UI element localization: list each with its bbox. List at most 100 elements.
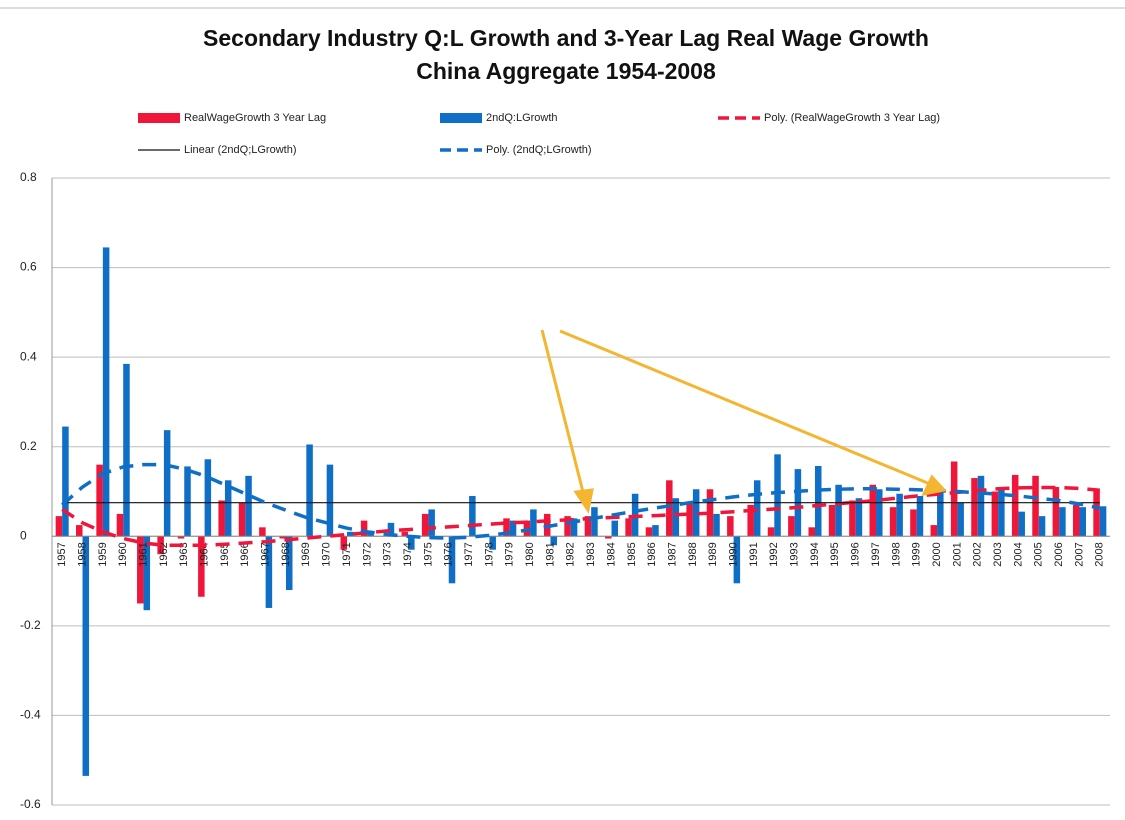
bar — [991, 491, 999, 537]
bar — [605, 536, 612, 539]
bar — [137, 536, 144, 604]
x-tick-label: 1979 — [504, 542, 516, 566]
y-tick-label: 0.2 — [20, 439, 37, 453]
bar — [855, 498, 863, 537]
arrow-head — [573, 488, 594, 514]
x-tick-label: 1982 — [565, 542, 577, 566]
x-tick-label: 1992 — [768, 542, 780, 566]
bar — [1072, 504, 1080, 537]
x-tick-label: 2007 — [1073, 542, 1085, 566]
bar — [387, 522, 395, 537]
bar — [584, 516, 592, 537]
bar — [326, 464, 334, 537]
bar — [1059, 507, 1066, 537]
x-tick-label: 1968 — [280, 542, 292, 566]
bar — [666, 480, 673, 537]
bar — [692, 489, 700, 537]
legend-swatch — [440, 113, 482, 123]
bar — [102, 247, 110, 537]
x-tick-label: 1990 — [728, 542, 740, 566]
x-tick-label: 1964 — [199, 542, 211, 566]
x-tick-label: 2005 — [1033, 542, 1045, 566]
bar — [238, 502, 246, 537]
bar — [625, 518, 632, 537]
bar — [686, 502, 693, 537]
x-tick-label: 1974 — [402, 542, 414, 566]
bar — [265, 536, 273, 608]
bar — [306, 444, 313, 537]
x-tick-label: 1963 — [178, 542, 190, 566]
x-tick-label: 1966 — [239, 542, 251, 566]
bar — [184, 466, 191, 537]
trend-line — [61, 485, 1100, 547]
arrow — [559, 329, 931, 486]
x-tick-label: 1986 — [646, 542, 658, 566]
bar — [849, 500, 856, 537]
legend-label: Poly. (2ndQ;LGrowth) — [486, 144, 592, 156]
bar — [157, 536, 164, 555]
bar — [1011, 474, 1019, 537]
bar — [916, 495, 924, 537]
x-tick-label: 1957 — [56, 542, 68, 566]
x-tick-label: 1971 — [341, 542, 353, 566]
bar — [82, 536, 90, 776]
bar — [570, 518, 578, 537]
bar — [1093, 489, 1100, 537]
bar — [448, 536, 456, 584]
bar — [998, 489, 1005, 537]
bar — [489, 536, 496, 550]
bar — [727, 516, 734, 537]
bar — [930, 525, 938, 537]
bar — [950, 461, 958, 537]
bar — [788, 516, 795, 537]
bar — [408, 536, 415, 550]
y-tick-label: -0.4 — [20, 708, 41, 722]
bar — [971, 478, 978, 537]
bar — [76, 525, 83, 537]
bar — [279, 536, 286, 539]
bar — [1052, 487, 1060, 537]
chart-title: Secondary Industry Q:L Growth and 3-Year… — [203, 25, 929, 51]
legend-swatch — [138, 113, 180, 123]
x-tick-label: 1981 — [544, 542, 556, 566]
bar — [469, 495, 476, 537]
x-tick-label: 2002 — [972, 542, 984, 566]
bar — [1079, 507, 1086, 537]
bar — [869, 484, 877, 537]
plot-area: -0.6 -0.4 -0.2 0 0.2 0.4 0.6 0.8 1957 1958 1959 196… — [20, 170, 1110, 811]
bar — [1018, 511, 1025, 537]
arrow-head — [921, 474, 947, 497]
x-tick-label: 2001 — [951, 542, 963, 566]
bar — [218, 500, 225, 537]
bar — [774, 454, 781, 537]
bar — [503, 518, 510, 537]
bar — [733, 536, 741, 584]
y-tick-label: 0 — [20, 528, 27, 542]
x-tick-label: 1973 — [382, 542, 394, 566]
bar — [259, 527, 266, 537]
bar — [889, 507, 897, 537]
bar — [977, 475, 985, 537]
bar — [808, 527, 815, 537]
bar — [116, 513, 124, 537]
annotation-arrows — [540, 329, 947, 514]
x-tick-label: 1977 — [463, 542, 475, 566]
bar — [285, 536, 293, 591]
bar — [367, 531, 374, 537]
x-tick-label: 1997 — [870, 542, 882, 566]
bar — [360, 520, 368, 537]
bar — [224, 480, 232, 537]
legend-label: RealWageGrowth 3 Year Lag — [184, 112, 326, 124]
bar — [910, 509, 917, 537]
x-tick-label: 1993 — [789, 542, 801, 566]
bar — [55, 516, 63, 537]
bar — [143, 536, 151, 611]
x-tick-label: 1959 — [97, 542, 109, 566]
bar — [753, 480, 761, 537]
bar — [814, 465, 822, 537]
legend-label: Linear (2ndQ;LGrowth) — [184, 144, 297, 156]
x-tick-label: 1980 — [524, 542, 536, 566]
bar — [177, 536, 185, 539]
bar — [564, 516, 571, 537]
x-tick-label: 2000 — [931, 542, 943, 566]
